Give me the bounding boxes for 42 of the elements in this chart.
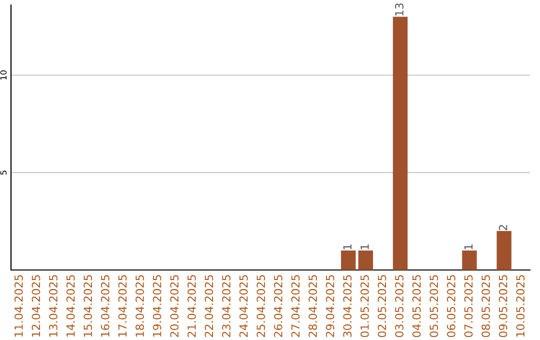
x-tick-label: 29.04.2025 xyxy=(326,275,334,337)
x-tick-label: 06.05.2025 xyxy=(446,275,456,338)
x-tick-label: 17.04.2025 xyxy=(118,275,127,337)
x-tick-label: 15.04.2025 xyxy=(84,275,92,337)
data-label: 2 xyxy=(498,225,508,230)
x-tick-label: 01.05.2025 xyxy=(360,275,369,338)
bar xyxy=(496,231,512,270)
x-tick-label: 03.05.2025 xyxy=(395,275,404,338)
data-label: 1 xyxy=(360,244,369,250)
x-tick-label: 21.04.2025 xyxy=(187,275,196,337)
bar xyxy=(462,250,477,270)
data-label: 1 xyxy=(343,244,352,250)
x-tick-label: 09.05.2025 xyxy=(498,275,508,338)
x-tick-label: 22.04.2025 xyxy=(204,275,214,337)
bar xyxy=(358,250,374,270)
x-tick-label: 02.05.2025 xyxy=(378,275,386,338)
x-tick-label: 13.04.2025 xyxy=(49,275,58,337)
x-tick-label: 27.04.2025 xyxy=(291,275,300,337)
x-tick-label: 25.04.2025 xyxy=(256,275,266,337)
x-tick-label: 04.05.2025 xyxy=(412,275,421,338)
x-tick-label: 23.04.2025 xyxy=(222,275,230,337)
x-tick-label: 20.04.2025 xyxy=(170,275,179,337)
data-label: 13 xyxy=(395,3,404,16)
x-tick-label: 05.05.2025 xyxy=(430,275,438,338)
x-tick-label: 08.05.2025 xyxy=(482,275,490,338)
y-tick-label: 10 xyxy=(0,70,7,80)
x-tick-label: 18.04.2025 xyxy=(136,275,144,337)
x-tick-label: 07.05.2025 xyxy=(464,275,473,338)
data-label: 1 xyxy=(464,244,473,250)
bar xyxy=(341,250,356,270)
x-tick-label: 26.04.2025 xyxy=(274,275,282,337)
x-tick-label: 14.04.2025 xyxy=(66,275,75,337)
x-tick-label: 19.04.2025 xyxy=(152,275,162,337)
x-tick-label: 28.04.2025 xyxy=(308,275,317,337)
x-tick-label: 30.04.2025 xyxy=(343,275,352,337)
x-tick-label: 10.05.2025 xyxy=(516,275,525,337)
y-tick-label: 5 xyxy=(0,170,7,175)
bar xyxy=(392,16,408,270)
x-tick-label: 16.04.2025 xyxy=(100,275,110,337)
x-tick-label: 12.04.2025 xyxy=(32,275,40,337)
x-tick-label: 24.04.2025 xyxy=(239,275,248,337)
x-tick-label: 11.04.2025 xyxy=(14,275,23,337)
